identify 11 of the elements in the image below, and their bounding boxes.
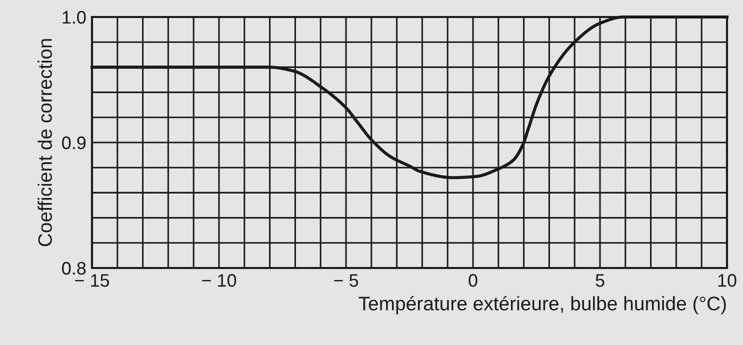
y-tick-label: 0.9	[62, 136, 86, 150]
x-tick-label: 0	[468, 274, 478, 287]
y-tick-label: 1.0	[62, 10, 86, 24]
x-tick-label: − 15	[75, 274, 110, 287]
x-tick-label: 5	[596, 274, 604, 287]
y-axis-title: Coefficient de correction	[38, 39, 52, 246]
x-tick-label: 10	[718, 274, 736, 287]
y-tick-label: 0.8	[62, 262, 86, 275]
x-axis-title: Température extérieure, bulbe humide (°C)	[358, 296, 726, 314]
x-tick-label: − 10	[202, 274, 236, 287]
x-tick-label: − 5	[334, 274, 358, 287]
